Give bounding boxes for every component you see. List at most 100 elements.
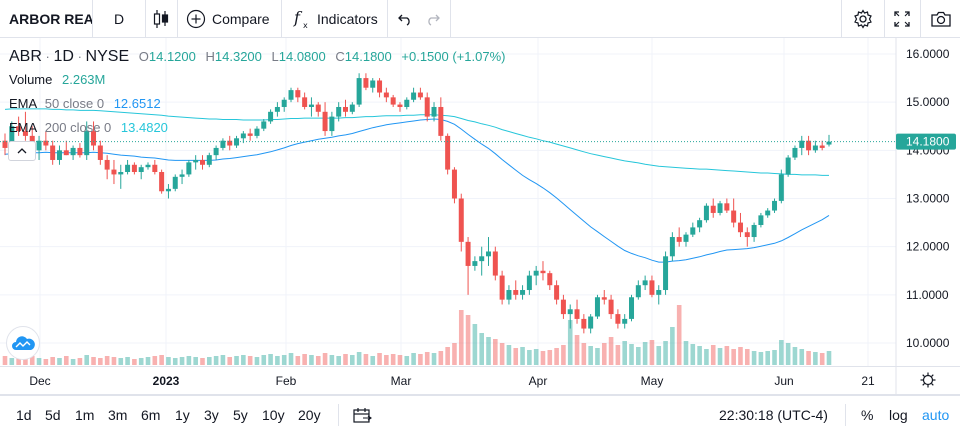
candle bbox=[547, 270, 553, 291]
go-to-date-button[interactable] bbox=[352, 396, 374, 434]
symbol-search-button[interactable]: ARBOR REA bbox=[0, 0, 92, 38]
candle-body bbox=[806, 140, 812, 151]
toolbar-divider bbox=[450, 0, 451, 38]
candle bbox=[492, 246, 498, 281]
candle bbox=[138, 164, 144, 180]
candle-body bbox=[9, 126, 15, 148]
range-button-10y[interactable]: 10y bbox=[262, 407, 285, 423]
candle bbox=[125, 159, 131, 175]
candle-body bbox=[383, 92, 389, 98]
candle-body bbox=[104, 159, 110, 170]
candle bbox=[261, 119, 267, 132]
candle bbox=[329, 111, 335, 136]
candle-body bbox=[240, 133, 246, 139]
time-tick-label: 2023 bbox=[153, 374, 180, 388]
tradingview-logo[interactable] bbox=[6, 326, 40, 360]
candle bbox=[165, 184, 171, 199]
volume-bar bbox=[98, 358, 103, 365]
range-button-1m[interactable]: 1m bbox=[75, 407, 95, 423]
volume-bar bbox=[520, 347, 525, 365]
candle-body bbox=[356, 78, 362, 105]
redo-button[interactable] bbox=[420, 0, 446, 38]
interval-button[interactable]: D bbox=[93, 0, 145, 38]
ema-lines bbox=[4, 108, 830, 263]
screenshot-button[interactable] bbox=[926, 0, 956, 38]
volume-bar bbox=[513, 348, 519, 365]
candle bbox=[234, 135, 240, 148]
fullscreen-button[interactable] bbox=[888, 0, 916, 38]
range-button-6m[interactable]: 6m bbox=[141, 407, 161, 423]
candle bbox=[349, 102, 355, 115]
candle-body bbox=[458, 198, 464, 242]
svg-text:x: x bbox=[303, 21, 308, 30]
volume-bar bbox=[166, 357, 171, 365]
compare-button[interactable]: Compare bbox=[178, 0, 281, 38]
candle-body bbox=[792, 147, 798, 158]
volume-bar bbox=[91, 357, 96, 365]
candle bbox=[737, 212, 743, 238]
range-button-1d[interactable]: 1d bbox=[16, 407, 32, 423]
candle bbox=[213, 145, 219, 160]
candle bbox=[594, 294, 600, 319]
time-tick-label: Mar bbox=[391, 374, 412, 388]
settings-button[interactable] bbox=[848, 0, 878, 38]
symbol-legend: ABR · 1D · NYSE O14.1200 H14.3200 L14.08… bbox=[9, 48, 506, 65]
candle bbox=[554, 280, 560, 305]
volume-bar bbox=[268, 354, 273, 365]
range-button-3m[interactable]: 3m bbox=[108, 407, 128, 423]
volume-bar bbox=[738, 347, 743, 365]
percent-toggle[interactable]: % bbox=[861, 407, 874, 423]
candle-body bbox=[731, 210, 737, 223]
candle-body bbox=[710, 205, 716, 213]
range-button-3y[interactable]: 3y bbox=[204, 407, 219, 423]
range-button-5y[interactable]: 5y bbox=[233, 407, 248, 423]
last-price-label: 14.1800 bbox=[906, 135, 950, 149]
price-chart[interactable]: 16.000015.000014.000013.000012.000011.00… bbox=[0, 38, 960, 366]
candle-body bbox=[63, 150, 69, 156]
candle bbox=[397, 102, 403, 112]
volume-bar bbox=[322, 353, 328, 365]
indicators-button[interactable]: f x Indicators bbox=[282, 0, 387, 38]
volume-bar bbox=[118, 358, 124, 365]
candles-icon bbox=[153, 10, 169, 28]
candle-body bbox=[479, 256, 485, 262]
time-axis[interactable]: Dec 2023 Feb Mar Apr May Jun 21 bbox=[0, 366, 960, 395]
candle bbox=[499, 270, 505, 305]
volume-bar bbox=[676, 305, 682, 365]
candle-body bbox=[220, 140, 226, 148]
ema50-legend[interactable]: EMA 50 close 0 12.6512 bbox=[9, 96, 161, 111]
range-button-1y[interactable]: 1y bbox=[175, 407, 190, 423]
candle-body bbox=[404, 99, 410, 107]
chart-style-button[interactable] bbox=[146, 0, 176, 38]
candle bbox=[186, 159, 192, 177]
change-value: +0.1500 (+1.07%) bbox=[401, 49, 506, 64]
volume-bar bbox=[132, 359, 137, 365]
price-tick-label: 16.0000 bbox=[906, 47, 950, 61]
range-button-20y[interactable]: 20y bbox=[298, 407, 321, 423]
clock-readout[interactable]: 22:30:18 (UTC-4) bbox=[719, 407, 828, 423]
volume-bar bbox=[424, 352, 430, 365]
volume-bar bbox=[792, 347, 798, 365]
undo-button[interactable] bbox=[392, 0, 418, 38]
collapse-legend-button[interactable] bbox=[8, 141, 36, 161]
candle-body bbox=[390, 97, 396, 105]
ema200-legend[interactable]: EMA 200 close 0 13.4820 bbox=[9, 120, 168, 135]
volume-bar bbox=[527, 350, 532, 365]
range-button-5d[interactable]: 5d bbox=[45, 407, 61, 423]
candle-body bbox=[438, 106, 444, 136]
candle bbox=[404, 97, 410, 110]
auto-toggle[interactable]: auto bbox=[922, 407, 950, 423]
volume-bar bbox=[506, 345, 512, 365]
volume-legend[interactable]: Volume 2.263M bbox=[9, 72, 105, 87]
log-toggle[interactable]: log bbox=[889, 407, 908, 423]
ema200-line bbox=[4, 108, 829, 176]
candle bbox=[193, 155, 199, 170]
open-label: O bbox=[138, 49, 149, 64]
close-label: C bbox=[335, 49, 345, 64]
candle-body bbox=[131, 164, 137, 173]
volume-bar bbox=[588, 346, 593, 365]
candle bbox=[63, 140, 69, 156]
candle-body bbox=[472, 261, 478, 266]
candle bbox=[206, 152, 212, 168]
time-tick-label: Apr bbox=[529, 374, 548, 388]
